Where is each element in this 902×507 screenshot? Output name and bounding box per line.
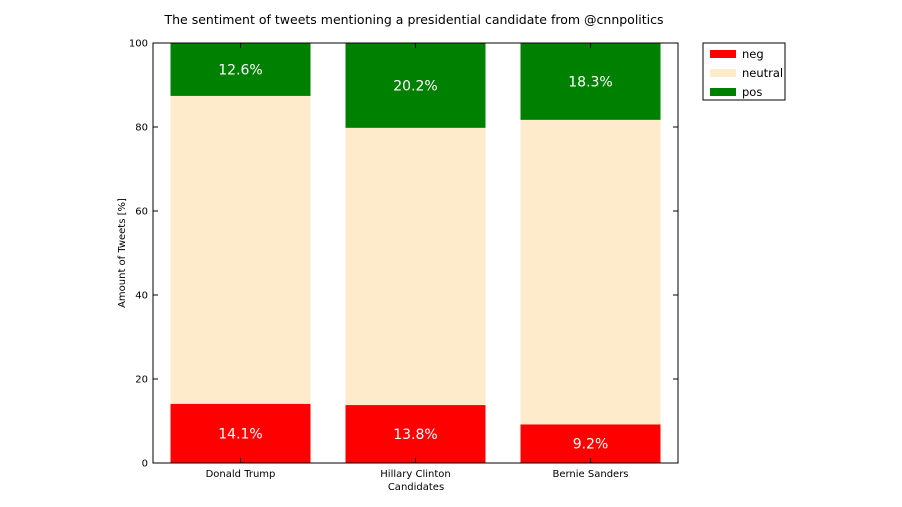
bar-neutral-2 [520, 119, 661, 425]
bar-pos-1 [345, 43, 486, 128]
legend-label-neg: neg [742, 47, 764, 61]
bar-labels-layer: 14.1% 12.6% 13.8% 20.2% 9.2% 18.3% [218, 62, 612, 452]
bar-neg-0 [170, 403, 311, 463]
bar-pos-2 [520, 43, 661, 120]
legend-label-pos: pos [742, 85, 762, 99]
x-tick-label: Hillary Clinton [380, 469, 450, 480]
y-tick-label: 100 [129, 39, 148, 50]
bar-neutral-1 [345, 127, 486, 406]
legend-swatch-neg [710, 50, 736, 58]
x-axis: Donald Trump Hillary Clinton Bernie Sander… [206, 43, 629, 480]
y-tick-label: 80 [135, 123, 148, 134]
data-label-pos-0: 12.6% [218, 62, 262, 78]
legend-swatch-neutral [710, 69, 736, 77]
bar-neg-2 [520, 424, 661, 463]
y-tick-label: 20 [135, 375, 148, 386]
data-label-neg-2: 9.2% [573, 437, 609, 453]
bars-layer [170, 43, 661, 463]
legend-label-neutral: neutral [742, 66, 783, 80]
x-tick-label: Bernie Sanders [552, 469, 628, 480]
bar-pos-0 [170, 43, 311, 96]
chart-title: The sentiment of tweets mentioning a pre… [163, 12, 663, 27]
bar-neg-1 [345, 405, 486, 463]
y-tick-label: 40 [135, 291, 148, 302]
data-label-pos-2: 18.3% [568, 74, 612, 90]
y-tick-label: 60 [135, 207, 148, 218]
legend: neg neutral pos [702, 42, 786, 101]
x-axis-label: Candidates [388, 482, 444, 493]
y-axis-label: Amount of Tweets [%] [117, 198, 128, 308]
data-label-pos-1: 20.2% [393, 78, 437, 94]
data-label-neg-1: 13.8% [393, 427, 437, 443]
data-label-neg-0: 14.1% [218, 426, 262, 442]
y-tick-label: 0 [142, 459, 148, 470]
x-tick-label: Donald Trump [206, 469, 276, 480]
legend-swatch-pos [710, 88, 736, 96]
y-axis: 0 20 40 60 80 100 [129, 39, 678, 470]
bar-neutral-0 [170, 95, 311, 404]
